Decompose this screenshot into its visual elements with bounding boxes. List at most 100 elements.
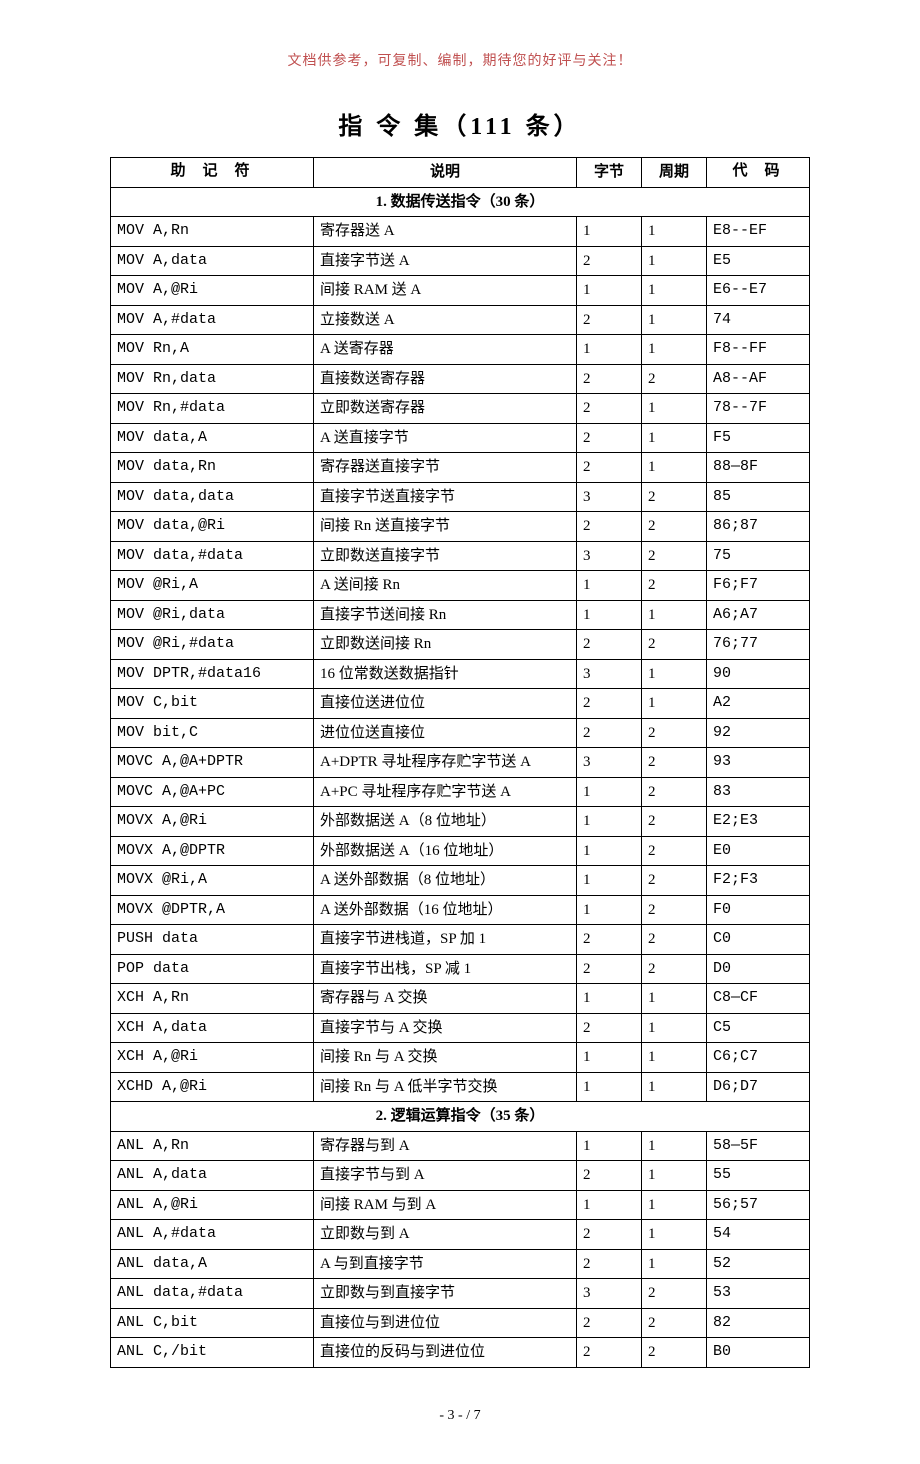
cell-code: F0 <box>707 895 810 925</box>
cell-description: 立即数与到直接字节 <box>314 1279 577 1309</box>
cell-bytes: 2 <box>577 1249 642 1279</box>
table-row: MOV @Ri,data直接字节送间接 Rn11A6;A7 <box>111 600 810 630</box>
cell-code: D0 <box>707 954 810 984</box>
cell-cycles: 2 <box>642 630 707 660</box>
cell-description: 间接 RAM 与到 A <box>314 1190 577 1220</box>
cell-cycles: 1 <box>642 1190 707 1220</box>
table-row: MOVX A,@Ri外部数据送 A（8 位地址）12E2;E3 <box>111 807 810 837</box>
table-row: MOV DPTR,#data1616 位常数送数据指针3190 <box>111 659 810 689</box>
cell-cycles: 1 <box>642 1249 707 1279</box>
cell-description: A+DPTR 寻址程序存贮字节送 A <box>314 748 577 778</box>
cell-code: E5 <box>707 246 810 276</box>
table-row: MOV data,#data立即数送直接字节3275 <box>111 541 810 571</box>
cell-description: 16 位常数送数据指针 <box>314 659 577 689</box>
cell-cycles: 1 <box>642 1043 707 1073</box>
cell-cycles: 2 <box>642 895 707 925</box>
cell-code: 83 <box>707 777 810 807</box>
cell-cycles: 2 <box>642 807 707 837</box>
cell-bytes: 2 <box>577 1220 642 1250</box>
cell-description: A+PC 寻址程序存贮字节送 A <box>314 777 577 807</box>
cell-mnemonic: MOV Rn,data <box>111 364 314 394</box>
section-header-row: 1. 数据传送指令（30 条） <box>111 187 810 217</box>
cell-cycles: 2 <box>642 748 707 778</box>
cell-bytes: 2 <box>577 364 642 394</box>
table-body: 1. 数据传送指令（30 条）MOV A,Rn寄存器送 A11E8--EFMOV… <box>111 187 810 1367</box>
table-row: MOV Rn,data直接数送寄存器22A8--AF <box>111 364 810 394</box>
cell-description: A 送外部数据（16 位地址） <box>314 895 577 925</box>
cell-description: 进位位送直接位 <box>314 718 577 748</box>
cell-cycles: 2 <box>642 512 707 542</box>
cell-mnemonic: ANL A,@Ri <box>111 1190 314 1220</box>
cell-code: E2;E3 <box>707 807 810 837</box>
cell-bytes: 2 <box>577 246 642 276</box>
cell-bytes: 2 <box>577 394 642 424</box>
cell-description: 立即数送直接字节 <box>314 541 577 571</box>
cell-bytes: 2 <box>577 305 642 335</box>
cell-description: A 送寄存器 <box>314 335 577 365</box>
cell-mnemonic: MOV A,#data <box>111 305 314 335</box>
col-header-mnemonic: 助 记 符 <box>111 158 314 188</box>
cell-description: 直接字节与 A 交换 <box>314 1013 577 1043</box>
cell-code: A8--AF <box>707 364 810 394</box>
table-row: MOVX @DPTR,AA 送外部数据（16 位地址）12F0 <box>111 895 810 925</box>
cell-description: 直接位的反码与到进位位 <box>314 1338 577 1368</box>
cell-description: 寄存器与到 A <box>314 1131 577 1161</box>
cell-mnemonic: XCH A,@Ri <box>111 1043 314 1073</box>
cell-bytes: 1 <box>577 807 642 837</box>
cell-mnemonic: ANL C,bit <box>111 1308 314 1338</box>
cell-mnemonic: POP data <box>111 954 314 984</box>
cell-code: 76;77 <box>707 630 810 660</box>
col-header-desc: 说明 <box>314 158 577 188</box>
cell-bytes: 1 <box>577 571 642 601</box>
cell-code: 92 <box>707 718 810 748</box>
cell-cycles: 2 <box>642 1279 707 1309</box>
cell-cycles: 2 <box>642 541 707 571</box>
cell-bytes: 2 <box>577 630 642 660</box>
cell-bytes: 3 <box>577 1279 642 1309</box>
table-row: MOV data,data直接字节送直接字节3285 <box>111 482 810 512</box>
cell-code: C8—CF <box>707 984 810 1014</box>
cell-description: A 送直接字节 <box>314 423 577 453</box>
cell-mnemonic: XCHD A,@Ri <box>111 1072 314 1102</box>
cell-description: 直接字节送间接 Rn <box>314 600 577 630</box>
table-row: XCHD A,@Ri间接 Rn 与 A 低半字节交换11D6;D7 <box>111 1072 810 1102</box>
table-row: MOV data,@Ri间接 Rn 送直接字节2286;87 <box>111 512 810 542</box>
table-row: ANL A,#data立即数与到 A2154 <box>111 1220 810 1250</box>
cell-cycles: 1 <box>642 1161 707 1191</box>
cell-code: F8--FF <box>707 335 810 365</box>
cell-description: 寄存器送直接字节 <box>314 453 577 483</box>
table-row: MOV Rn,#data立即数送寄存器2178--7F <box>111 394 810 424</box>
cell-description: 直接数送寄存器 <box>314 364 577 394</box>
cell-code: 86;87 <box>707 512 810 542</box>
cell-mnemonic: MOV Rn,A <box>111 335 314 365</box>
table-row: MOV data,Rn寄存器送直接字节2188—8F <box>111 453 810 483</box>
cell-bytes: 2 <box>577 718 642 748</box>
cell-cycles: 1 <box>642 246 707 276</box>
cell-code: 75 <box>707 541 810 571</box>
cell-code: 78--7F <box>707 394 810 424</box>
cell-mnemonic: MOV data,A <box>111 423 314 453</box>
cell-cycles: 1 <box>642 217 707 247</box>
cell-mnemonic: ANL A,Rn <box>111 1131 314 1161</box>
cell-code: E6--E7 <box>707 276 810 306</box>
cell-code: 90 <box>707 659 810 689</box>
table-header-row: 助 记 符 说明 字节 周期 代 码 <box>111 158 810 188</box>
cell-description: 寄存器与 A 交换 <box>314 984 577 1014</box>
cell-code: A2 <box>707 689 810 719</box>
cell-description: 立即数送间接 Rn <box>314 630 577 660</box>
cell-bytes: 1 <box>577 984 642 1014</box>
cell-description: 间接 Rn 与 A 低半字节交换 <box>314 1072 577 1102</box>
table-row: MOV data,AA 送直接字节21F5 <box>111 423 810 453</box>
cell-cycles: 1 <box>642 423 707 453</box>
col-header-cycles: 周期 <box>642 158 707 188</box>
cell-cycles: 2 <box>642 718 707 748</box>
page-footer: - 3 - / 7 <box>110 1408 810 1424</box>
table-row: MOV bit,C进位位送直接位2292 <box>111 718 810 748</box>
cell-mnemonic: MOV A,Rn <box>111 217 314 247</box>
cell-cycles: 1 <box>642 394 707 424</box>
cell-code: A6;A7 <box>707 600 810 630</box>
cell-code: C6;C7 <box>707 1043 810 1073</box>
cell-mnemonic: MOVC A,@A+PC <box>111 777 314 807</box>
cell-bytes: 3 <box>577 659 642 689</box>
cell-mnemonic: MOV C,bit <box>111 689 314 719</box>
